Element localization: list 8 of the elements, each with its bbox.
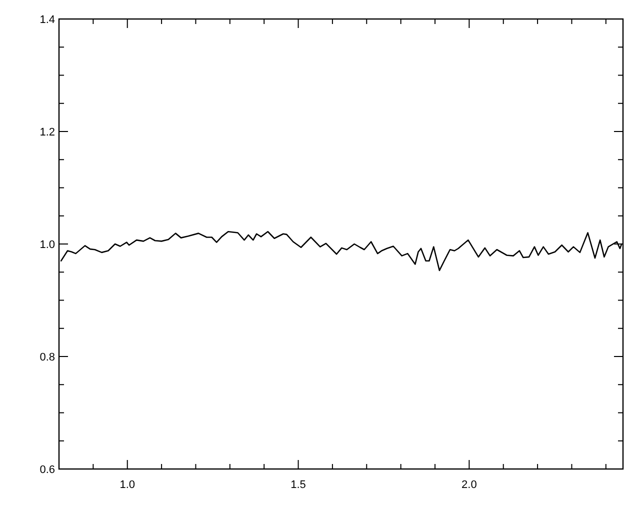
y-tick-label: 1.4 — [40, 14, 55, 26]
x-tick-label: 2.0 — [462, 479, 477, 491]
y-tick-label: 1.0 — [40, 239, 55, 251]
y-tick-label: 1.2 — [40, 126, 55, 138]
x-tick-label: 1.0 — [120, 479, 136, 491]
y-tick-label: 0.6 — [40, 464, 55, 476]
y-tick-label: 0.8 — [40, 352, 55, 364]
x-tick-label: 1.5 — [290, 479, 306, 491]
